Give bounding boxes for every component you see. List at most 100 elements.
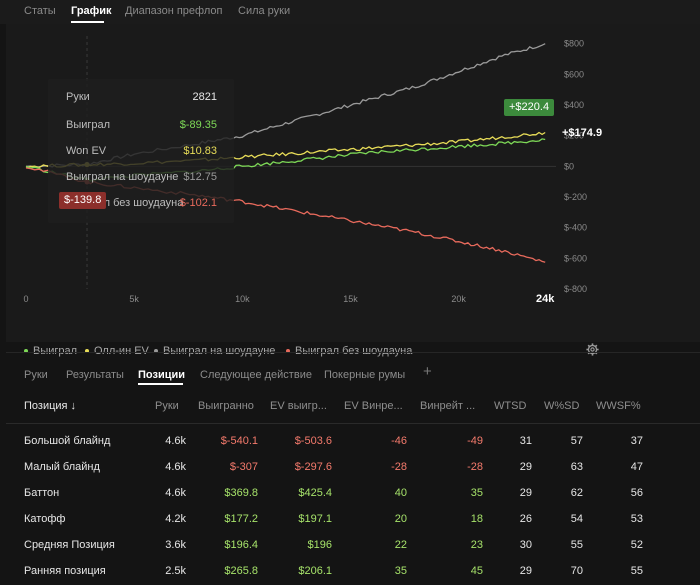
x-tick-label: 0 — [23, 294, 28, 304]
y-tick-label: $-400 — [564, 223, 587, 233]
tooltip-row-won-ev: Won EV $10.83 — [48, 145, 234, 161]
tab-poker-rooms[interactable]: Покерные румы — [324, 369, 406, 381]
cell-won: $177.2 — [224, 513, 258, 525]
y-tick-label: $0 — [564, 161, 574, 171]
tab-stats[interactable]: Статы — [24, 5, 56, 17]
cell-hands: 2.5k — [165, 565, 186, 577]
cell-position: Малый блайнд — [24, 461, 100, 473]
column-header-ev-won[interactable]: EV выигр... — [270, 400, 327, 412]
cell-wtsd: 26 — [519, 513, 532, 525]
cell-wwsf: 56 — [630, 487, 643, 499]
legend-dot — [24, 349, 28, 354]
cell-wsd: 62 — [570, 487, 583, 499]
y-tick-label: $-200 — [564, 192, 587, 202]
y-tick-label: $-800 — [564, 284, 587, 294]
column-header-winrate[interactable]: Винрейт ... — [420, 400, 476, 412]
section-divider — [6, 352, 700, 353]
column-header-wwsf[interactable]: WWSF% — [596, 400, 641, 412]
cell-ev-won: $196 — [307, 539, 332, 551]
non-showdown-marker-flag: $-139.8 — [59, 192, 107, 209]
tab-next-action[interactable]: Следующее действие — [200, 369, 312, 381]
cell-winrate: -28 — [467, 461, 483, 473]
cell-winrate: -49 — [467, 435, 483, 447]
table-row[interactable]: Средняя Позиция 3.6k $196.4 $196 22 23 3… — [0, 539, 700, 559]
chart-panel: $800 $600 $400 $200 $0 $-200 $-400 $-600 $-800 0 5… — [6, 24, 700, 357]
legend-won[interactable]: Выиграл — [24, 345, 77, 357]
cell-won: $369.8 — [224, 487, 258, 499]
legend-dot — [85, 349, 89, 354]
cell-wsd: 63 — [570, 461, 583, 473]
y-tick-label: $600 — [564, 69, 584, 79]
column-header-wsd[interactable]: W%SD — [544, 400, 580, 412]
cell-wsd: 54 — [570, 513, 583, 525]
cell-position: Ранняя позиция — [24, 565, 106, 577]
table-row[interactable]: Ранняя позиция 2.5k $265.8 $206.1 35 45 … — [0, 565, 700, 585]
column-header-hands[interactable]: Руки — [155, 400, 179, 412]
tooltip-value: $-102.1 — [179, 197, 217, 209]
cell-won: $-540.1 — [220, 435, 258, 447]
cell-winrate: 23 — [470, 539, 483, 551]
tab-hand-strength[interactable]: Сила руки — [238, 5, 291, 17]
cell-ev-winrate: 22 — [394, 539, 407, 551]
cell-hands: 4.6k — [165, 461, 186, 473]
cell-wwsf: 53 — [630, 513, 643, 525]
cell-position: Средняя Позиция — [24, 539, 115, 551]
legend-showdown[interactable]: Выиграл на шоудауне — [154, 345, 275, 357]
legend-label: Выиграл — [33, 345, 78, 357]
cell-won: $265.8 — [224, 565, 258, 577]
add-tab-icon[interactable]: + — [423, 363, 432, 380]
cell-winrate: 18 — [470, 513, 483, 525]
cell-position: Катофф — [24, 513, 66, 525]
legend-label: Выиграл на шоудауне — [163, 345, 276, 357]
cell-wsd: 57 — [570, 435, 583, 447]
x-tick-label: 5k — [129, 294, 139, 304]
cell-position: Баттон — [24, 487, 60, 499]
cell-won: $196.4 — [224, 539, 258, 551]
table-row[interactable]: Большой блайнд 4.6k $-540.1 $-503.6 -46 … — [0, 435, 700, 455]
gear-icon[interactable] — [586, 343, 599, 356]
table-row[interactable]: Баттон 4.6k $369.8 $425.4 40 35 29 62 56 — [0, 487, 700, 507]
cell-ev-won: $-503.6 — [294, 435, 332, 447]
won-end-label: +$174.9 — [562, 127, 603, 139]
y-tick-label: $-600 — [564, 253, 587, 263]
x-tick-label: 15k — [343, 294, 358, 304]
column-header-ev-winrate[interactable]: EV Винре... — [344, 400, 403, 412]
chart-tooltip: Руки 2821 Выиграл $-89.35 Won EV $10.83 … — [48, 79, 234, 223]
tooltip-value: 2821 — [192, 91, 217, 103]
sub-tab-bar: Руки Результаты Позиции Следующее действ… — [0, 366, 700, 388]
table-header: Позиция ↓ Руки Выигранно EV выигр... EV … — [0, 400, 700, 416]
cell-wsd: 55 — [570, 539, 583, 551]
table-row[interactable]: Малый блайнд 4.6k $-307 $-297.6 -28 -28 … — [0, 461, 700, 481]
cell-ev-won: $425.4 — [298, 487, 332, 499]
cell-ev-winrate: -46 — [391, 435, 407, 447]
legend-dot — [286, 349, 290, 354]
tab-positions[interactable]: Позиции — [138, 369, 185, 381]
active-subtab-indicator — [138, 383, 183, 385]
cell-ev-winrate: 40 — [394, 487, 407, 499]
tab-results[interactable]: Результаты — [66, 369, 124, 381]
column-header-position[interactable]: Позиция ↓ — [24, 400, 77, 412]
cell-wwsf: 47 — [630, 461, 643, 473]
cell-wtsd: 29 — [519, 487, 532, 499]
cell-ev-winrate: 35 — [394, 565, 407, 577]
cell-wtsd: 30 — [519, 539, 532, 551]
tab-preflop-range[interactable]: Диапазон префлоп — [125, 5, 223, 17]
cell-hands: 4.2k — [165, 513, 186, 525]
legend-label: Олл-ин EV — [94, 345, 149, 357]
legend-label: Выиграл без шоудауна — [295, 345, 413, 357]
column-header-won[interactable]: Выигранно — [198, 400, 254, 412]
tab-graph[interactable]: График — [71, 5, 112, 17]
y-tick-label: $200 — [564, 131, 584, 141]
legend-allin-ev[interactable]: Олл-ин EV — [85, 345, 149, 357]
cell-wtsd: 29 — [519, 565, 532, 577]
tab-hands[interactable]: Руки — [24, 369, 48, 381]
tooltip-label: Выиграл — [66, 119, 111, 131]
table-row[interactable]: Катофф 4.2k $177.2 $197.1 20 18 26 54 53 — [0, 513, 700, 533]
cell-wwsf: 52 — [630, 539, 643, 551]
legend-non-showdown[interactable]: Выиграл без шоудауна — [286, 345, 412, 357]
column-header-wtsd[interactable]: WTSD — [494, 400, 527, 412]
cell-ev-winrate: -28 — [391, 461, 407, 473]
active-tab-indicator — [71, 21, 104, 23]
tooltip-label: Руки — [66, 91, 90, 103]
cell-hands: 4.6k — [165, 487, 186, 499]
